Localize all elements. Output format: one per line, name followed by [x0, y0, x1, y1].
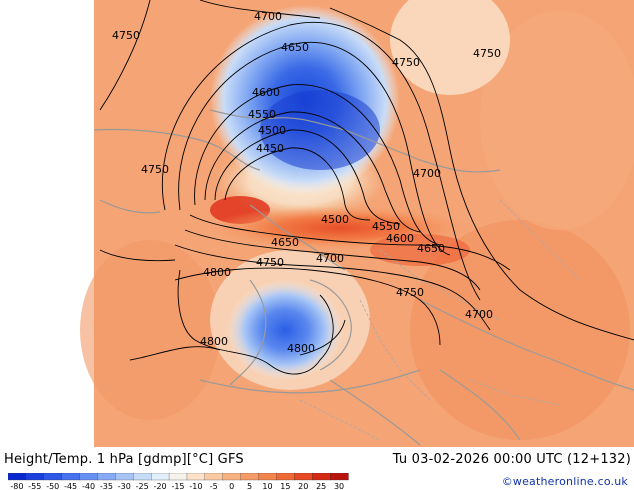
- contour-label: 4750: [141, 163, 169, 176]
- legend-tick-label: 10: [262, 482, 272, 490]
- legend-swatch: [186, 473, 206, 481]
- legend-swatch: [151, 473, 170, 481]
- contour-label: 4500: [321, 213, 349, 226]
- warm-region-northeast: [480, 10, 634, 230]
- legend-tick-label: 15: [280, 482, 290, 490]
- legend-swatch: [312, 473, 331, 481]
- map-footer: Height/Temp. 1 hPa [gdmp][°C] GFS Tu 03-…: [0, 447, 634, 490]
- legend-swatch: [43, 473, 63, 481]
- color-legend-bar: -80 -55 -50 -45 -40 -35 -30 -25 -20 -15 -10 -5 0 5 10 1…: [8, 473, 349, 490]
- legend-tick-label: 5: [247, 482, 252, 490]
- legend-swatch: [276, 473, 295, 481]
- map-canvas: 4700 4750 4650 4750 4750 4600 4550 4500 …: [0, 0, 634, 447]
- legend-tick-label: -25: [136, 482, 149, 490]
- legend-swatch: [79, 473, 99, 481]
- legend-swatch: [25, 473, 45, 481]
- run-info: Tu 03-02-2026 00:00 UTC (12+132): [392, 452, 631, 467]
- contour-label: 4450: [256, 142, 284, 155]
- contour-label: 4800: [203, 266, 231, 279]
- contour-label: 4750: [396, 286, 424, 299]
- legend-tick-label: -30: [118, 482, 131, 490]
- contour-label: 4650: [271, 236, 299, 249]
- borders: [299, 199, 581, 441]
- legend-swatch: [240, 473, 260, 481]
- legend-tick-label: -10: [189, 482, 202, 490]
- contour-label: 4550: [372, 220, 400, 233]
- legend-tick-label: 30: [334, 482, 344, 490]
- contour-label: 4700: [465, 308, 493, 321]
- legend-swatch: [222, 473, 242, 481]
- legend-tick-label: 25: [316, 482, 326, 490]
- legend-swatch: [204, 473, 224, 481]
- legend-swatch: [294, 473, 313, 481]
- legend-tick-label: 20: [298, 482, 308, 490]
- legend-swatch: [115, 473, 134, 481]
- legend-swatch: [61, 473, 81, 481]
- legend-swatch: [8, 473, 27, 481]
- legend-tick-label: 0: [229, 482, 234, 490]
- contour-label: 4750: [112, 29, 140, 42]
- contour-label: 4500: [258, 124, 286, 137]
- contour-label: 4800: [200, 335, 228, 348]
- map-title: Height/Temp. 1 hPa [gdmp][°C] GFS: [4, 452, 244, 467]
- contour-label: 4600: [386, 232, 414, 245]
- color-legend: -80 -55 -50 -45 -40 -35 -30 -25 -20 -15 -10 -5 0 5 10 1…: [8, 473, 358, 490]
- legend-swatch: [329, 473, 349, 481]
- legend-tick-label: -80: [10, 482, 23, 490]
- legend-tick-label: -45: [64, 482, 77, 490]
- legend-swatch: [168, 473, 188, 481]
- legend-swatch: [97, 473, 117, 481]
- contour-label: 4700: [254, 10, 282, 23]
- legend-swatch: [133, 473, 152, 481]
- contour-label: 4600: [252, 86, 280, 99]
- contour-label: 4700: [316, 252, 344, 265]
- contour-label: 4550: [248, 108, 276, 121]
- cold-core-south: [227, 280, 343, 380]
- warm-band-core-east: [370, 234, 470, 266]
- credit-link[interactable]: ©weatheronline.co.uk: [501, 475, 628, 488]
- contour-labels: 4700 4750 4650 4750 4750 4600 4550 4500 …: [112, 10, 501, 355]
- contour-label: 4650: [417, 242, 445, 255]
- pale-zone-north: [390, 0, 510, 95]
- legend-tick-label: -55: [28, 482, 41, 490]
- warm-region-west: [80, 240, 220, 420]
- contour-label: 4750: [392, 56, 420, 69]
- map-left-margin: [0, 0, 94, 447]
- legend-swatch: [258, 473, 278, 481]
- height-contours: [99, 0, 634, 375]
- legend-tick-label: -40: [82, 482, 95, 490]
- cold-core-north-center: [260, 90, 380, 170]
- legend-tick-label: -50: [46, 482, 59, 490]
- contour-label: 4650: [281, 41, 309, 54]
- contour-label: 4800: [287, 342, 315, 355]
- legend-tick-label: -35: [100, 482, 113, 490]
- contour-label: 4750: [473, 47, 501, 60]
- contour-label: 4750: [256, 256, 284, 269]
- contour-label: 4700: [413, 167, 441, 180]
- legend-tick-label: -5: [210, 482, 218, 490]
- weather-map: 4700 4750 4650 4750 4750 4600 4550 4500 …: [0, 0, 634, 447]
- legend-tick-label: -20: [154, 482, 167, 490]
- legend-tick-label: -15: [171, 482, 184, 490]
- coastlines: [93, 109, 634, 446]
